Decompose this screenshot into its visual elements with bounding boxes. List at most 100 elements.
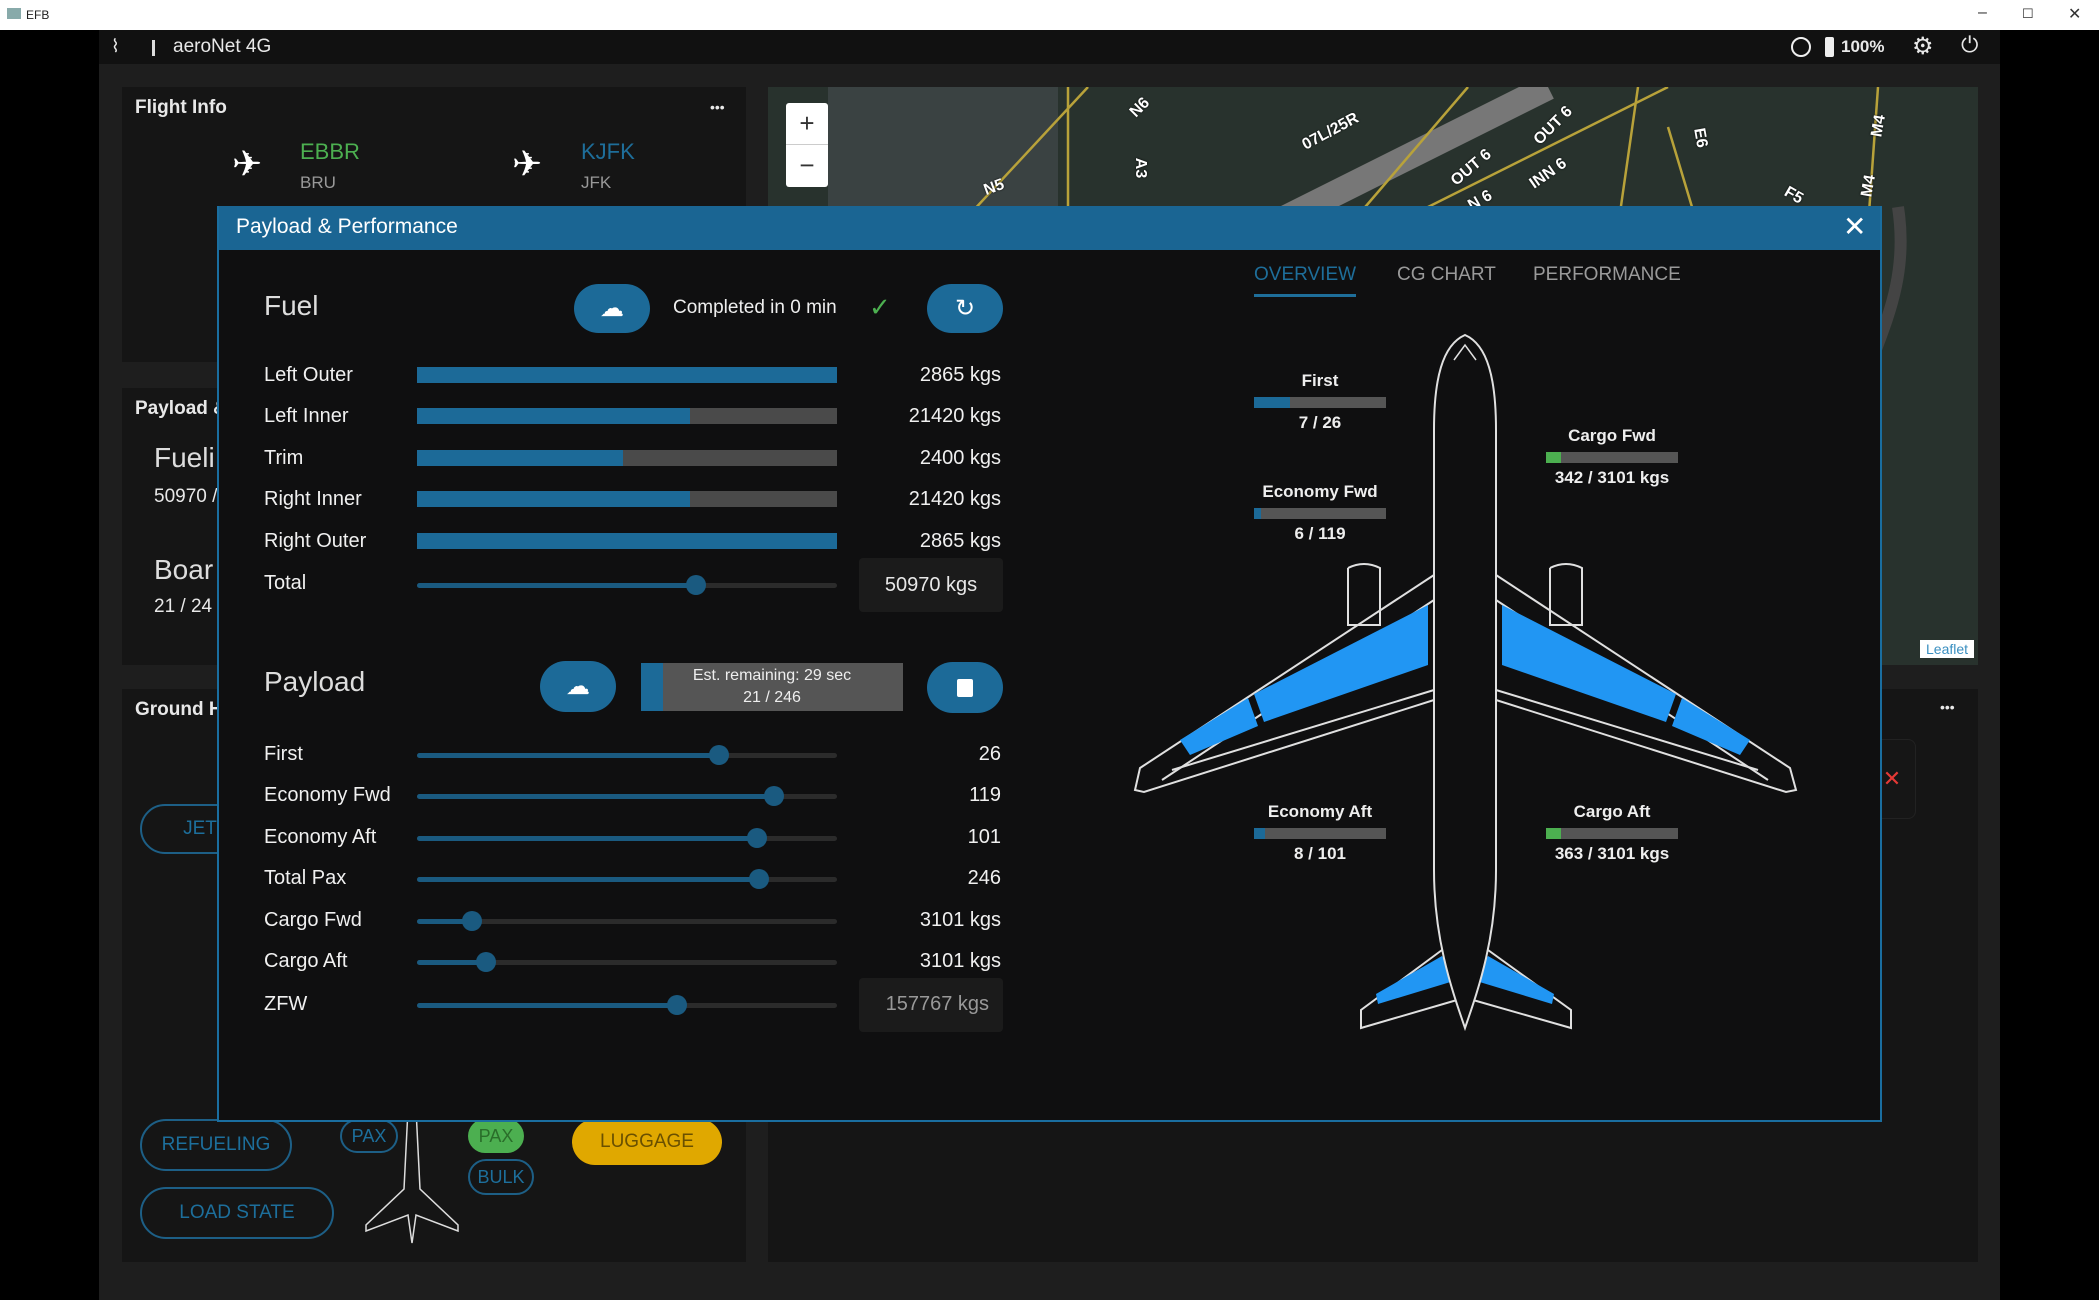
payload-row-label: Economy Fwd (264, 784, 391, 806)
status-bar: ⌇ aeroNet 4G 100% ⚙ ⏻ (99, 30, 2000, 64)
fuel-row-value: 21420 kgs (908, 405, 1001, 427)
compartment-label: Cargo Aft (1573, 802, 1651, 821)
left-engine (1347, 563, 1381, 626)
payload-slider[interactable] (417, 828, 837, 848)
payload-row-value: 101 (967, 826, 1001, 848)
compartment-value: 363 / 3101 kgs (1554, 844, 1670, 863)
compartment-fill (1546, 828, 1562, 839)
slider-thumb[interactable] (764, 786, 784, 806)
fuel-row-label: Right Outer (264, 530, 367, 552)
payload-slider[interactable] (417, 786, 837, 806)
payload-card-title: Payload & (135, 398, 227, 419)
fuel-row-label: Right Inner (264, 488, 362, 510)
payload-slider[interactable] (417, 745, 837, 765)
compartment-indicator: Cargo Aft 363 / 3101 kgs (1546, 802, 1678, 864)
fuel-reset-button[interactable]: ↻ (927, 284, 1003, 333)
trim-tank-left (1376, 956, 1457, 1004)
fueling-label: Fueli (154, 442, 215, 473)
stop-icon (957, 678, 973, 697)
slider-thumb[interactable] (686, 575, 707, 595)
est-remaining: Est. remaining: 29 sec (692, 667, 852, 684)
slider-thumb[interactable] (747, 828, 768, 848)
tab-performance[interactable]: PERFORMANCE (1533, 264, 1681, 285)
fuel-tank-fill (417, 450, 623, 466)
fuel-tank-bar (417, 491, 837, 507)
payload-slider[interactable] (417, 952, 837, 972)
zoom-controls: + − (786, 103, 828, 187)
cloud-download-icon: ☁ (600, 295, 624, 322)
compartment-indicator: Economy Aft 8 / 101 (1254, 802, 1386, 864)
check-icon: ✓ (869, 292, 891, 322)
refueling-button[interactable]: REFUELING (140, 1119, 292, 1171)
fuel-total-input[interactable]: 50970 kgs (859, 558, 1003, 612)
slider-thumb[interactable] (709, 745, 730, 765)
minimize-button[interactable]: – (1978, 4, 1987, 21)
compartment-bar (1254, 397, 1386, 408)
bulk-button[interactable]: BULK (468, 1159, 534, 1195)
compartment-fill (1254, 828, 1265, 839)
load-state-button[interactable]: LOAD STATE (140, 1187, 334, 1239)
right-outer-tank (1672, 698, 1750, 755)
payload-performance-dialog: Payload & Performance ✕ Fuel ☁ Completed… (217, 206, 1882, 1122)
zoom-out-button[interactable]: − (799, 150, 815, 180)
payload-row-value: 3101 kgs (919, 950, 1001, 972)
payload-row-label: ZFW (264, 993, 308, 1015)
boarding-value: 21 / 24 (154, 596, 213, 617)
settings-icon[interactable]: ⚙ (1912, 33, 1934, 60)
leaflet-attribution[interactable]: Leaflet (1920, 640, 1975, 658)
fuel-title: Fuel (264, 290, 319, 321)
fuel-load-button[interactable]: ☁ (574, 284, 650, 333)
fuel-tank-bar (417, 450, 837, 466)
payload-row-label: Cargo Fwd (264, 909, 362, 931)
slider-thumb[interactable] (461, 911, 482, 931)
payload-load-button[interactable]: ☁ (540, 661, 616, 712)
dialog-close-button[interactable]: ✕ (1843, 211, 1867, 242)
window-title: EFB (26, 8, 50, 22)
signal-icon (141, 40, 155, 56)
window-close-button[interactable]: ✕ (2068, 6, 2082, 23)
boarding-progress-text: Est. remaining: 29 sec 21 / 246 (641, 665, 903, 709)
zoom-in-button[interactable]: + (786, 103, 828, 145)
compartment-bar (1254, 508, 1386, 519)
fuel-row-value: 2400 kgs (919, 447, 1001, 469)
fuel-row-label: Left Outer (264, 364, 353, 386)
dialog-header: Payload & Performance ✕ (219, 206, 1880, 250)
boarding-progress-fill (641, 663, 664, 711)
slider-thumb[interactable] (667, 995, 688, 1015)
right-engine (1549, 563, 1583, 626)
compartment-value: 342 / 3101 kgs (1554, 468, 1670, 487)
slider-thumb[interactable] (749, 869, 770, 889)
location-icon (1791, 37, 1811, 57)
fuel-total-label: Total (264, 572, 307, 594)
fueling-value: 50970 / (154, 486, 218, 507)
fuel-tank-fill (417, 533, 837, 549)
fuel-status: Completed in 0 min (673, 297, 837, 318)
compartment-bar (1254, 828, 1386, 839)
fuel-tank-fill (417, 491, 690, 507)
payload-row-value[interactable]: 157767 kgs (885, 993, 989, 1015)
app-icon (7, 8, 21, 19)
tab-overview[interactable]: OVERVIEW (1254, 264, 1357, 297)
more-icon[interactable]: ••• (710, 99, 725, 115)
payload-slider[interactable] (417, 869, 837, 889)
payload-row-value: 119 (969, 784, 1001, 806)
compartment-fill (1546, 452, 1561, 463)
compartment-bar (1546, 828, 1678, 839)
compartment-label: First (1301, 371, 1339, 390)
maximize-button[interactable]: ☐ (2022, 6, 2034, 21)
pax-door-active-button[interactable]: PAX (468, 1119, 524, 1153)
tab-cg-chart[interactable]: CG CHART (1397, 264, 1496, 285)
fuel-total-slider[interactable] (417, 575, 837, 595)
fuel-row-value: 2865 kgs (919, 530, 1001, 552)
fuel-row-value: 2865 kgs (919, 364, 1001, 386)
power-icon[interactable]: ⏻ (1961, 32, 1979, 57)
more-icon[interactable]: ••• (1940, 699, 1955, 715)
payload-row-value: 246 (967, 867, 1001, 889)
payload-slider[interactable] (417, 995, 837, 1015)
payload-slider[interactable] (417, 911, 837, 931)
luggage-button[interactable]: LUGGAGE (572, 1119, 722, 1165)
compartment-indicator: Cargo Fwd 342 / 3101 kgs (1546, 426, 1678, 488)
payload-stop-button[interactable] (927, 662, 1003, 713)
slider-thumb[interactable] (476, 952, 497, 972)
